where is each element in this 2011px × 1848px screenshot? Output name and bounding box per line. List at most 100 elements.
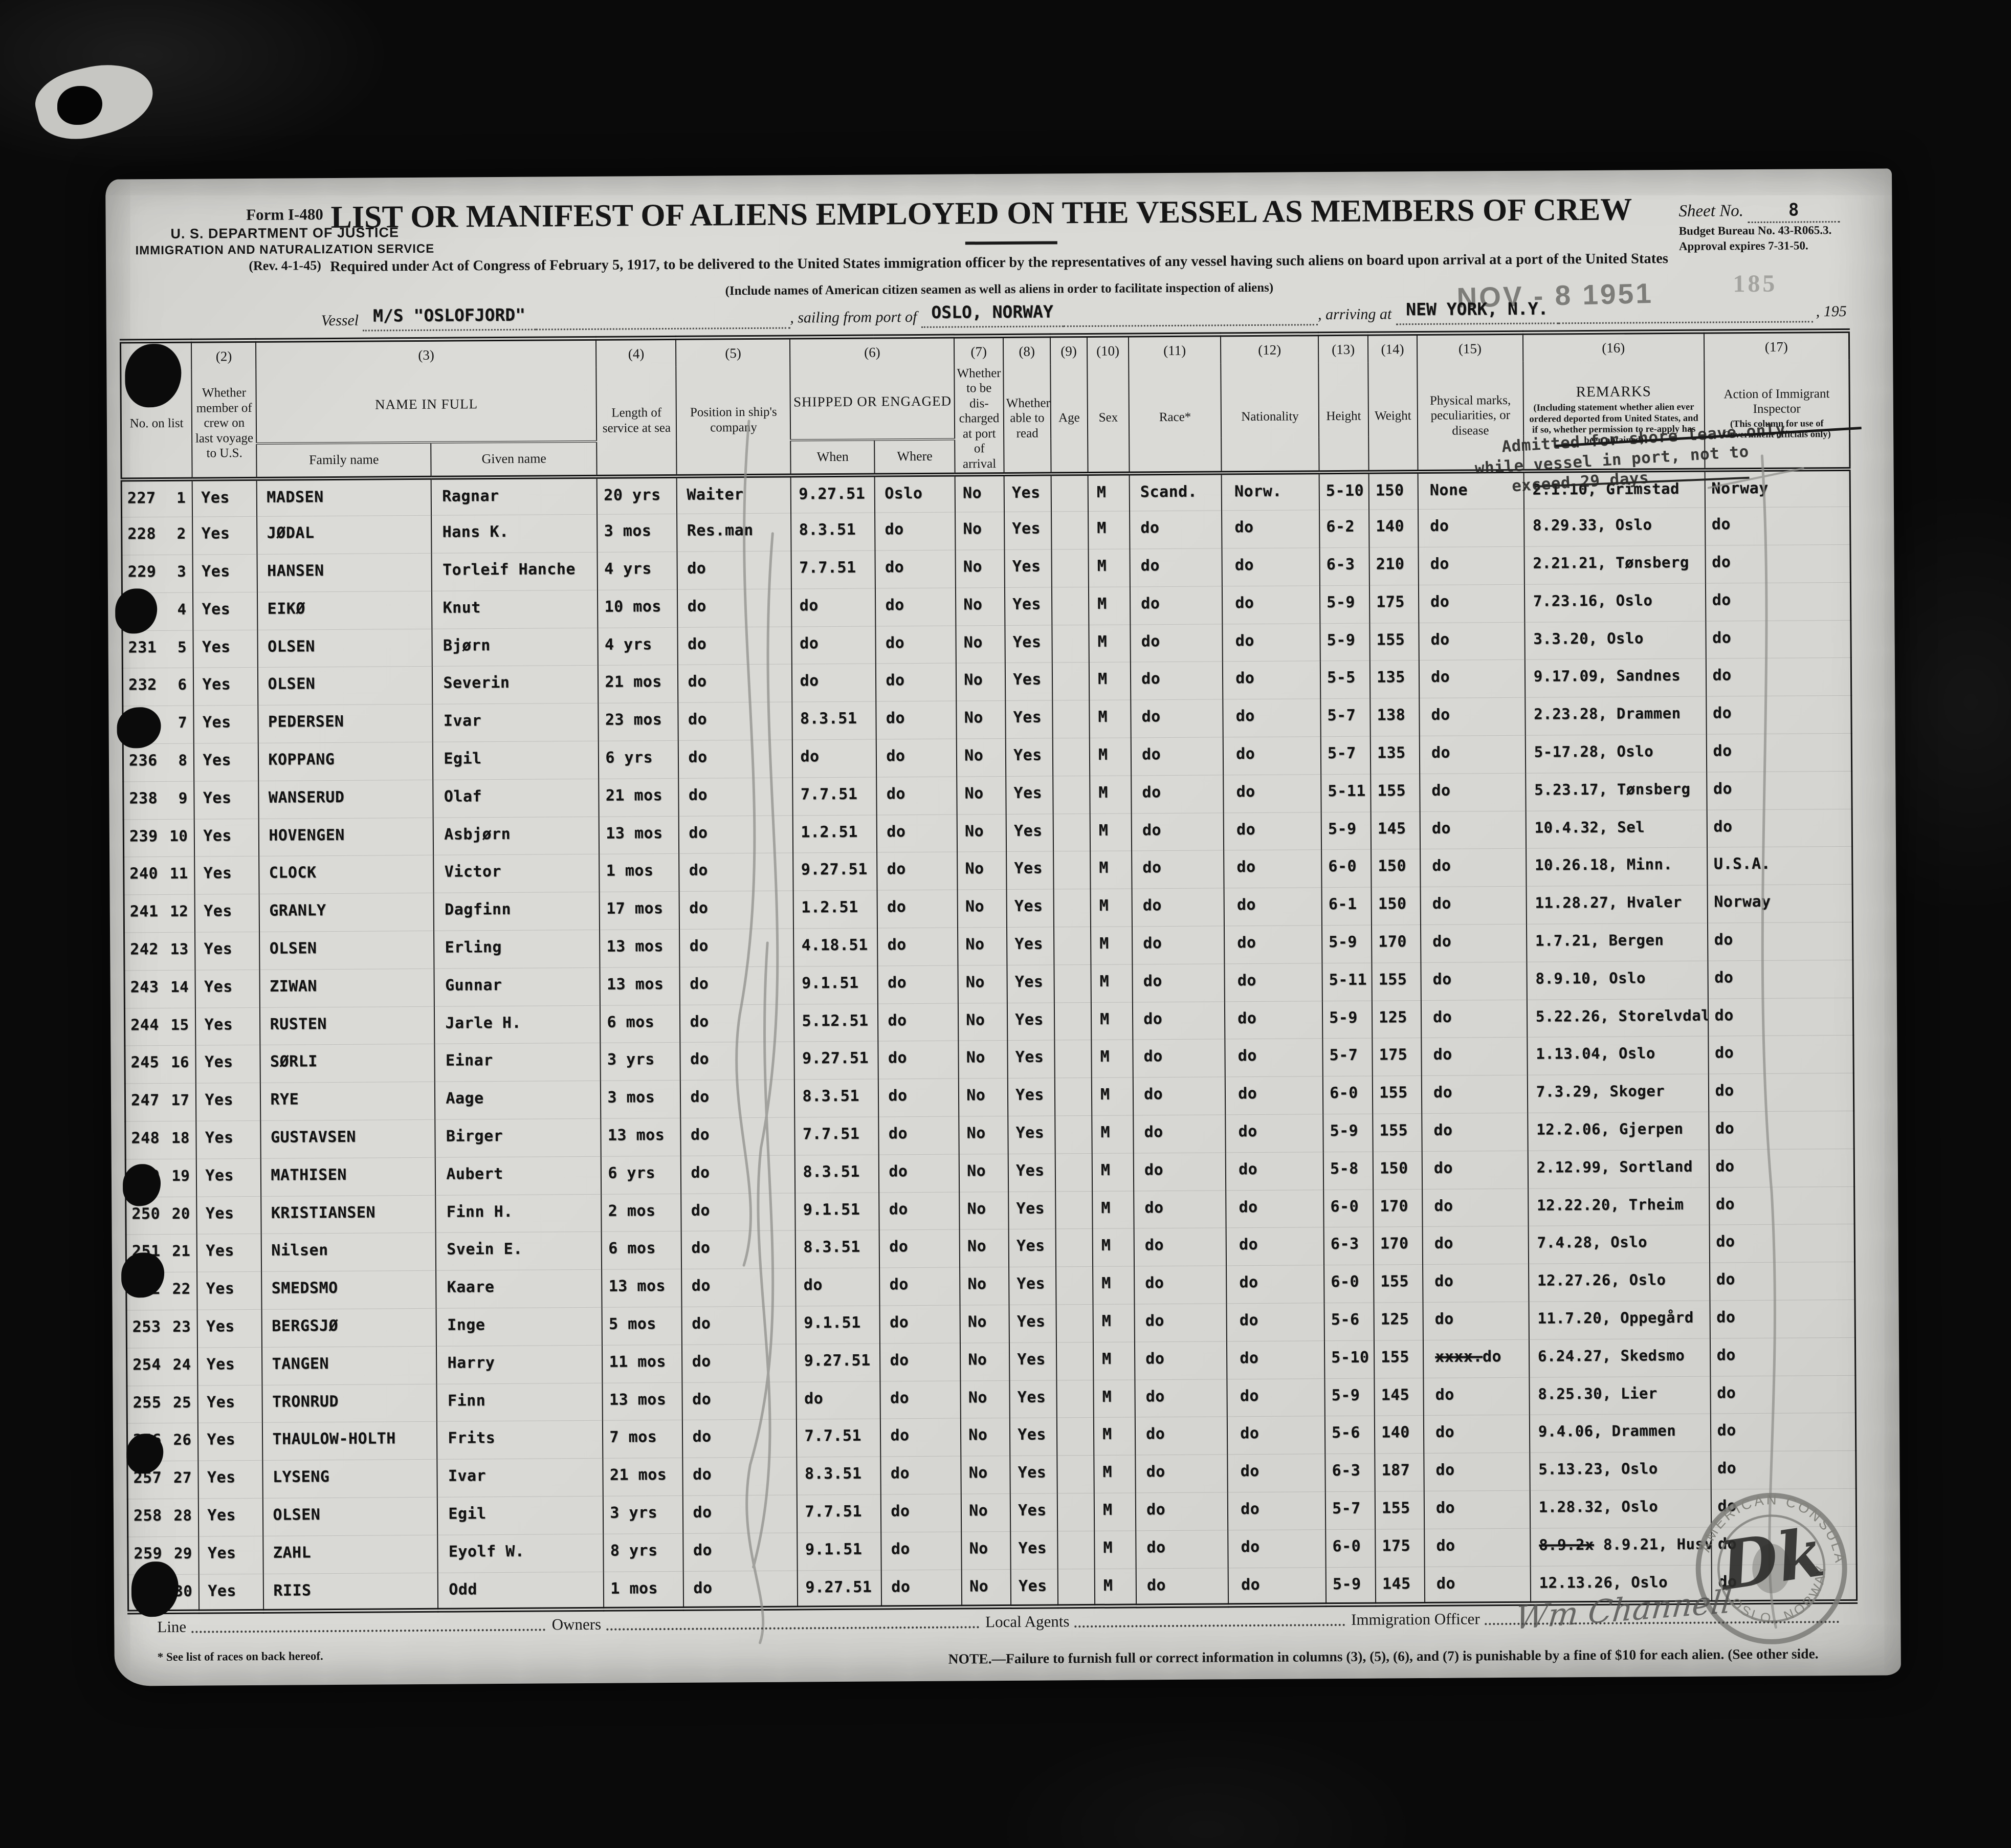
col-header-name-in-full: NAME IN FULL	[256, 367, 597, 444]
cell-shipped-where: do	[875, 587, 956, 626]
cell-given-name: Kaare	[436, 1269, 602, 1309]
cell-race: do	[1135, 1417, 1228, 1456]
cell-shipped-where: do	[875, 512, 956, 551]
cell-length-of-service: 10 mos	[598, 589, 678, 628]
cell-race: do	[1132, 1001, 1225, 1040]
cell-weight: 150	[1371, 849, 1421, 888]
cell-shipped-where: do	[879, 1154, 960, 1193]
cell-nationality: do	[1227, 1416, 1325, 1455]
cell-discharged: No	[961, 1456, 1010, 1494]
cell-family-name: EIKØ	[257, 591, 432, 630]
cell-physical-marks: do	[1420, 886, 1527, 925]
cell-length-of-service: 20 yrs	[596, 476, 677, 515]
cell-no-on-list: 240 11	[123, 856, 195, 895]
cell-physical-marks: do	[1419, 659, 1526, 698]
col-num-10: (10)	[1087, 335, 1129, 364]
cell-family-name: OLSEN	[263, 1497, 438, 1536]
cell-remarks: 11.7.20, Oppegård	[1529, 1301, 1710, 1340]
dotted-rule	[606, 1620, 980, 1631]
cell-physical-marks: do	[1422, 1113, 1528, 1152]
col-num-6: (6)	[790, 336, 955, 366]
cell-age	[1052, 625, 1089, 663]
col-num-17: (17)	[1704, 331, 1849, 361]
cell-discharged: No	[958, 1078, 1008, 1117]
cell-height: 5-11	[1322, 962, 1372, 1001]
cell-age	[1051, 511, 1089, 550]
cell-shipped-where: do	[876, 663, 957, 702]
cell-age	[1057, 1493, 1095, 1531]
cell-member-last-voyage: Yes	[193, 592, 258, 630]
cell-remarks: 3.3.20, Oslo	[1524, 621, 1706, 660]
cell-race: do	[1133, 1039, 1225, 1078]
cell-given-name: Inge	[436, 1307, 603, 1347]
cell-race: do	[1134, 1190, 1226, 1229]
cell-race: do	[1130, 511, 1222, 549]
cell-age	[1053, 776, 1090, 814]
col-header-race: Race*	[1129, 363, 1222, 474]
vessel-name-value: M/S "OSLOFJORD"	[362, 304, 536, 332]
cell-no-on-list: 254 24	[126, 1347, 198, 1386]
cell-nationality: do	[1227, 1491, 1326, 1530]
cell-shipped-when: 7.7.51	[794, 1117, 879, 1155]
cell-position: do	[683, 1570, 798, 1609]
cell-remarks: 7.23.16, Oslo	[1524, 583, 1706, 622]
ink-blot	[57, 86, 102, 125]
col-header-member-last-voyage: Whether member of crew on last voyage to…	[191, 369, 257, 479]
cell-member-last-voyage: Yes	[198, 1536, 264, 1574]
cell-given-name: Egil	[433, 741, 599, 780]
col-header-position: Position in ship's company	[676, 366, 791, 476]
cell-weight: 175	[1369, 585, 1419, 623]
cell-age	[1053, 927, 1091, 965]
cell-able-to-read: Yes	[1005, 587, 1052, 626]
cell-member-last-voyage: Yes	[193, 705, 259, 744]
cell-physical-marks: do	[1423, 1377, 1530, 1416]
cell-given-name: Severin	[432, 665, 599, 705]
cell-length-of-service: 23 mos	[598, 702, 679, 741]
cell-inspector-action: do	[1705, 544, 1851, 583]
cell-able-to-read: Yes	[1006, 851, 1054, 890]
cell-position: Res.man	[677, 513, 791, 552]
cell-family-name: RYE	[260, 1082, 435, 1121]
cell-shipped-where: do	[878, 1116, 959, 1155]
cell-family-name: BERGSJØ	[261, 1308, 437, 1348]
cell-able-to-read: Yes	[1007, 1078, 1055, 1116]
title-underline	[965, 241, 1057, 245]
cell-given-name: Egil	[437, 1496, 604, 1535]
cell-physical-marks: do	[1418, 584, 1525, 623]
cell-position: do	[680, 1080, 795, 1118]
cell-length-of-service: 2 mos	[601, 1193, 682, 1232]
cell-position: do	[680, 1004, 794, 1043]
cell-given-name: Bjørn	[432, 628, 599, 667]
cell-discharged: No	[960, 1305, 1010, 1343]
cell-no-on-list: 244 15	[124, 1007, 196, 1046]
cell-discharged: No	[957, 776, 1006, 815]
cell-discharged: No	[955, 474, 1005, 513]
cell-remarks: 12.22.20, Trheim	[1528, 1187, 1710, 1226]
col-num-7: (7)	[954, 336, 1004, 365]
cell-age	[1055, 1228, 1093, 1267]
cell-length-of-service: 13 mos	[599, 816, 679, 854]
cell-inspector-action: do	[1710, 1413, 1856, 1452]
cell-discharged: No	[960, 1343, 1010, 1381]
col-num-8: (8)	[1003, 335, 1051, 365]
col-header-given-name: Given name	[431, 441, 597, 478]
cell-race: do	[1136, 1530, 1228, 1569]
cell-physical-marks: do	[1420, 773, 1526, 812]
cell-physical-marks: xxxx.do	[1423, 1339, 1530, 1378]
cell-shipped-when: 8.3.51	[795, 1154, 879, 1193]
cell-discharged: No	[956, 625, 1005, 664]
cell-length-of-service: 13 mos	[600, 929, 680, 968]
cell-nationality: do	[1222, 510, 1320, 548]
cell-remarks: 8.9.2x 8.9.21, Husvær	[1530, 1527, 1712, 1566]
sheet-no-label: Sheet No.	[1678, 202, 1744, 221]
cell-no-on-list: 248 18	[125, 1121, 197, 1159]
cell-length-of-service: 6 yrs	[601, 1156, 681, 1194]
cell-sex: M	[1091, 1002, 1133, 1040]
cell-family-name: TANGEN	[262, 1346, 437, 1385]
cell-member-last-voyage: Yes	[193, 667, 258, 706]
cell-height: 6-3	[1323, 1227, 1374, 1265]
cell-sex: M	[1091, 1077, 1134, 1116]
cell-length-of-service: 13 mos	[602, 1382, 683, 1421]
cell-sex: M	[1088, 473, 1130, 512]
cell-shipped-where: do	[880, 1380, 961, 1419]
